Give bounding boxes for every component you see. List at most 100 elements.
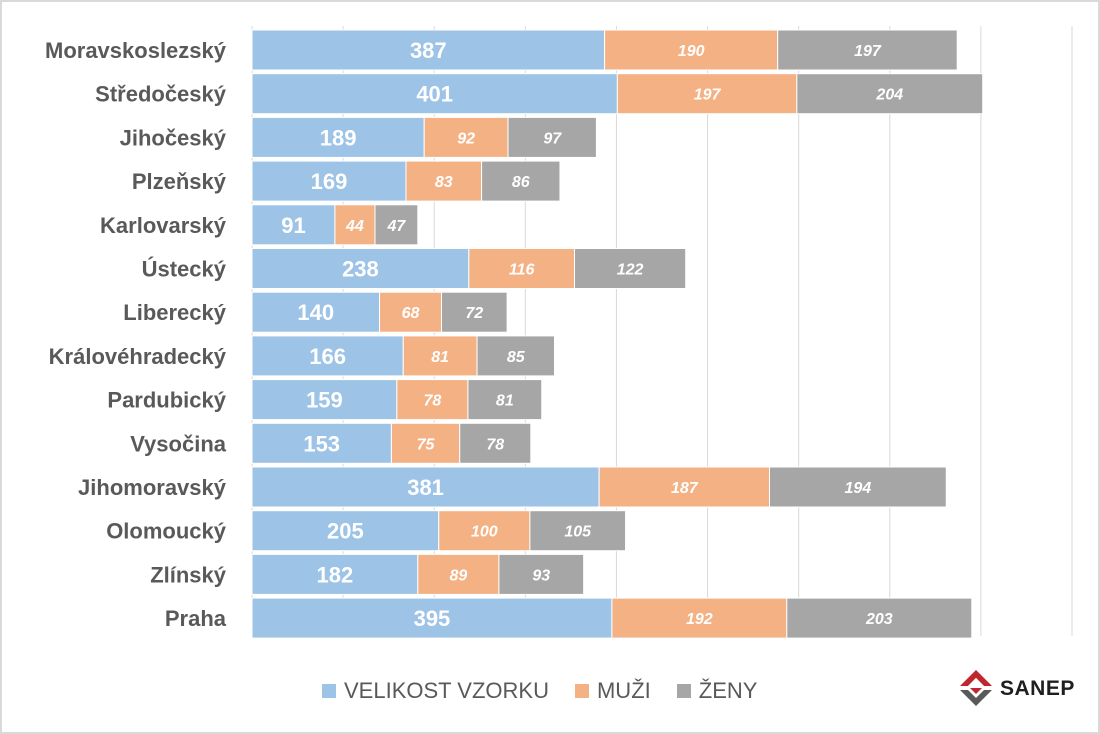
data-label-muzi-vysocina: 75 <box>417 436 436 453</box>
data-label-velikost-vzorku-stredocesky: 401 <box>416 82 453 107</box>
category-label-vysocina: Vysočina <box>130 431 227 456</box>
data-label-velikost-vzorku-jihomoravsky: 381 <box>407 475 444 500</box>
bar-muzi-liberecky[interactable] <box>379 291 443 333</box>
data-label-zeny-praha: 203 <box>865 611 893 628</box>
bar-zeny-jihocesky[interactable] <box>507 116 597 158</box>
bar-zeny-jihomoravsky[interactable] <box>769 466 947 508</box>
data-label-velikost-vzorku-praha: 395 <box>414 606 451 631</box>
data-label-velikost-vzorku-jihocesky: 189 <box>320 125 357 150</box>
legend: VELIKOST VZORKU MUŽI ŽENY <box>322 676 757 706</box>
bar-zeny-kralovehradecky[interactable] <box>476 335 555 377</box>
bar-velikost-vzorku-praha[interactable] <box>251 597 613 639</box>
bar-velikost-vzorku-moravskoslezsky[interactable] <box>251 29 606 71</box>
bar-zeny-vysocina[interactable] <box>459 422 532 464</box>
bar-muzi-kralovehradecky[interactable] <box>402 335 478 377</box>
category-label-praha: Praha <box>165 606 227 631</box>
data-label-velikost-vzorku-pardubicky: 159 <box>306 388 343 413</box>
category-labels: Moravskoslezský Středočeský Jihočeský Plzeň… <box>45 38 227 631</box>
data-label-velikost-vzorku-ustecky: 238 <box>342 257 379 282</box>
legend-label-men: MUŽI <box>596 678 651 703</box>
bar-zeny-plzensky[interactable] <box>481 160 561 202</box>
data-label-zeny-stredocesky: 204 <box>875 87 903 104</box>
bar-velikost-vzorku-stredocesky[interactable] <box>251 73 618 115</box>
data-label-velikost-vzorku-vysocina: 153 <box>303 431 340 456</box>
category-label-jihocesky: Jihočeský <box>120 125 227 150</box>
bar-velikost-vzorku-jihocesky[interactable] <box>251 116 425 158</box>
bar-muzi-moravskoslezsky[interactable] <box>604 29 779 71</box>
bar-velikost-vzorku-pardubicky[interactable] <box>251 379 398 421</box>
sanep-logo-icon <box>960 670 992 706</box>
data-label-muzi-plzensky: 83 <box>435 174 453 191</box>
bar-muzi-vysocina[interactable] <box>390 422 461 464</box>
category-label-kralovehradecky: Královéhradecký <box>49 344 227 369</box>
data-label-muzi-pardubicky: 78 <box>424 393 442 410</box>
category-label-moravskoslezsky: Moravskoslezský <box>45 38 227 63</box>
sanep-logo: SANEP <box>956 668 1075 710</box>
data-label-velikost-vzorku-karlovarsky: 91 <box>281 213 305 238</box>
bar-velikost-vzorku-zlinsky[interactable] <box>251 553 419 595</box>
bar-zeny-pardubicky[interactable] <box>467 379 543 421</box>
legend-label-women: ŽENY <box>698 678 758 703</box>
legend-swatch-men <box>574 684 589 698</box>
data-label-zeny-zlinsky: 93 <box>532 567 550 584</box>
data-label-zeny-kralovehradecky: 85 <box>507 349 526 366</box>
bar-zeny-ustecky[interactable] <box>574 248 687 289</box>
data-label-muzi-praha: 192 <box>686 611 713 628</box>
bar-velikost-vzorku-olomoucky[interactable] <box>251 510 440 552</box>
data-label-muzi-kralovehradecky: 81 <box>431 349 449 366</box>
data-label-velikost-vzorku-zlinsky: 182 <box>317 562 354 587</box>
bar-muzi-praha[interactable] <box>611 597 788 639</box>
bar-muzi-pardubicky[interactable] <box>396 379 469 421</box>
category-label-olomoucky: Olomoucký <box>106 519 227 544</box>
data-label-velikost-vzorku-olomoucky: 205 <box>327 519 364 544</box>
data-label-muzi-zlinsky: 89 <box>449 567 467 584</box>
data-label-velikost-vzorku-moravskoslezsky: 387 <box>410 38 447 63</box>
bar-muzi-jihomoravsky[interactable] <box>598 466 771 508</box>
bar-zeny-moravskoslezsky[interactable] <box>777 29 958 71</box>
bar-velikost-vzorku-vysocina[interactable] <box>251 422 392 464</box>
legend-swatch-women <box>676 684 691 698</box>
bar-zeny-liberecky[interactable] <box>441 291 508 333</box>
bar-muzi-karlovarsky[interactable] <box>334 204 376 246</box>
legend-label-sample: VELIKOST VZORKU <box>344 678 549 703</box>
category-label-jihomoravsky: Jihomoravský <box>78 475 227 500</box>
data-label-zeny-plzensky: 86 <box>512 174 530 191</box>
bar-muzi-ustecky[interactable] <box>468 248 576 289</box>
category-label-liberecky: Liberecký <box>123 300 226 325</box>
data-label-muzi-karlovarsky: 44 <box>345 218 364 235</box>
bar-velikost-vzorku-kralovehradecky[interactable] <box>251 335 404 377</box>
bar-velikost-vzorku-ustecky[interactable] <box>251 248 470 289</box>
legend-item-sample[interactable]: VELIKOST VZORKU <box>322 678 549 704</box>
bar-muzi-zlinsky[interactable] <box>417 553 500 595</box>
data-label-muzi-moravskoslezsky: 190 <box>678 43 705 60</box>
bar-zeny-praha[interactable] <box>786 597 973 639</box>
data-label-velikost-vzorku-liberecky: 140 <box>297 300 334 325</box>
legend-item-men[interactable]: MUŽI <box>574 678 651 704</box>
bar-muzi-plzensky[interactable] <box>405 160 483 202</box>
data-label-muzi-jihomoravsky: 187 <box>671 480 699 497</box>
data-label-zeny-pardubicky: 81 <box>496 393 514 410</box>
category-label-stredocesky: Středočeský <box>95 82 227 107</box>
data-label-muzi-liberecky: 68 <box>402 305 420 322</box>
category-label-karlovarsky: Karlovarský <box>100 213 227 238</box>
bar-zeny-zlinsky[interactable] <box>498 553 585 595</box>
data-label-zeny-ustecky: 122 <box>617 262 644 279</box>
data-label-zeny-liberecky: 72 <box>465 305 483 322</box>
legend-item-women[interactable]: ŽENY <box>676 678 758 704</box>
bar-zeny-karlovarsky[interactable] <box>374 204 419 246</box>
category-label-plzensky: Plzeňský <box>132 169 227 194</box>
bar-velikost-vzorku-karlovarsky[interactable] <box>251 204 336 246</box>
bar-velikost-vzorku-liberecky[interactable] <box>251 291 381 333</box>
bar-zeny-stredocesky[interactable] <box>796 73 984 115</box>
bar-muzi-jihocesky[interactable] <box>423 116 509 158</box>
bar-velikost-vzorku-plzensky[interactable] <box>251 160 407 202</box>
data-label-muzi-olomoucky: 100 <box>471 524 498 541</box>
data-label-zeny-moravskoslezsky: 197 <box>854 43 882 60</box>
data-label-zeny-jihomoravsky: 194 <box>845 480 872 497</box>
bar-zeny-olomoucky[interactable] <box>529 510 627 552</box>
data-label-velikost-vzorku-kralovehradecky: 166 <box>309 344 346 369</box>
bar-muzi-stredocesky[interactable] <box>616 73 798 115</box>
data-label-zeny-olomoucky: 105 <box>564 524 592 541</box>
legend-swatch-sample <box>322 684 336 698</box>
